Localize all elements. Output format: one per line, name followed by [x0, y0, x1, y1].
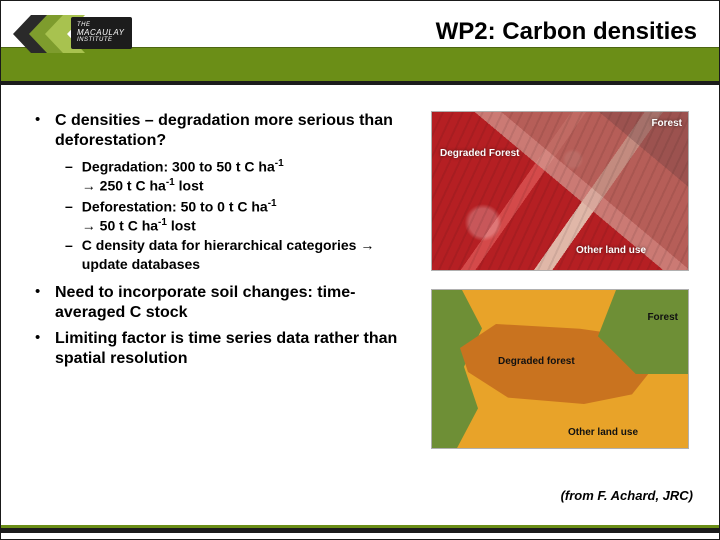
schematic-figure: Forest Degraded forest Other land use: [431, 289, 689, 449]
arrow-icon: →: [360, 237, 374, 253]
footer-divider: [1, 528, 719, 533]
institute-logo: THE MACAULAY INSTITUTE: [13, 7, 163, 63]
logo-line-main: MACAULAY: [77, 28, 124, 37]
text-content: • C densities – degradation more serious…: [35, 111, 405, 375]
fig-label-forest: Forest: [651, 118, 682, 129]
bullet-text: C density data for hierarchical categori…: [82, 236, 405, 272]
fig-label-other: Other land use: [576, 245, 646, 256]
satellite-figure: Forest Degraded Forest Other land use: [431, 111, 689, 271]
slide: THE MACAULAY INSTITUTE WP2: Carbon densi…: [0, 0, 720, 540]
logo-line-sub: INSTITUTE: [77, 37, 124, 44]
bullet-dot-icon: •: [35, 283, 45, 323]
bullet-text: Degradation: 300 to 50 t C ha-1 → 250 t …: [82, 157, 284, 195]
fig-label-degraded: Degraded forest: [498, 356, 575, 367]
arrow-icon: →: [82, 217, 96, 233]
institute-name: THE MACAULAY INSTITUTE: [71, 17, 132, 49]
fig-label-other: Other land use: [568, 427, 638, 438]
bullet-text: C densities – degradation more serious t…: [55, 111, 405, 151]
bullet-text: Limiting factor is time series data rath…: [55, 329, 405, 369]
arrow-icon: →: [82, 178, 96, 194]
dash-icon: –: [65, 197, 73, 235]
bullet-text: Deforestation: 50 to 0 t C ha-1 → 50 t C…: [82, 197, 277, 235]
header-divider: [1, 81, 719, 85]
bullet-level1: • C densities – degradation more serious…: [35, 111, 405, 151]
slide-title: WP2: Carbon densities: [436, 18, 697, 46]
bullet-level1: • Need to incorporate soil changes: time…: [35, 283, 405, 323]
bullet-level2: – Deforestation: 50 to 0 t C ha-1 → 50 t…: [65, 197, 405, 235]
bullet-text: Need to incorporate soil changes: time-a…: [55, 283, 405, 323]
bullet-dot-icon: •: [35, 329, 45, 369]
figure-credit: (from F. Achard, JRC): [561, 488, 693, 503]
bullet-level1: • Limiting factor is time series data ra…: [35, 329, 405, 369]
bullet-level2: – C density data for hierarchical catego…: [65, 236, 405, 272]
fig-label-forest: Forest: [647, 312, 678, 323]
bullet-dot-icon: •: [35, 111, 45, 151]
dash-icon: –: [65, 236, 73, 272]
bullet-level2: – Degradation: 300 to 50 t C ha-1 → 250 …: [65, 157, 405, 195]
fig-label-degraded: Degraded Forest: [440, 148, 519, 159]
figure-column: Forest Degraded Forest Other land use Fo…: [431, 111, 689, 449]
dash-icon: –: [65, 157, 73, 195]
header: THE MACAULAY INSTITUTE WP2: Carbon densi…: [1, 1, 719, 89]
